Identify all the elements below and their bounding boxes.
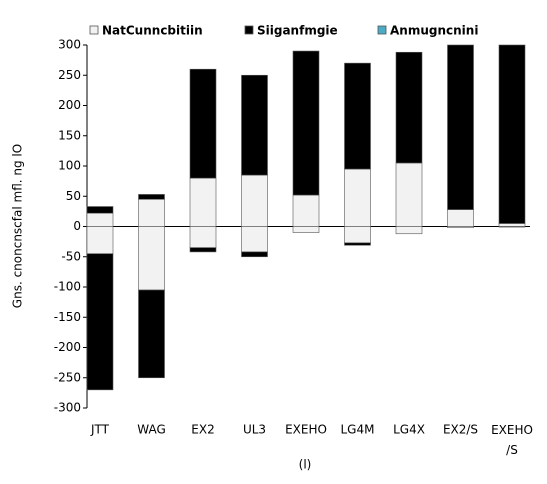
bar-segment [292, 194, 320, 227]
x-tick-label: EXEHO/S [491, 423, 533, 457]
bar-segment [138, 226, 165, 291]
bar-segment [86, 206, 114, 214]
bar-segment [241, 251, 268, 258]
bar-segment [292, 50, 320, 196]
y-tick-label: -50 [61, 249, 81, 263]
bar-segment [86, 226, 114, 255]
bar-segment [189, 226, 217, 248]
legend-label: NatCunncbitiin [102, 24, 203, 38]
bar-segment [138, 198, 165, 227]
bar-segment [344, 62, 371, 170]
x-tick-label: JTT [90, 423, 110, 437]
legend-label: Siiganfmgie [257, 24, 338, 38]
x-tick-label-part: /S [506, 443, 518, 457]
bar-segment [395, 51, 423, 164]
bar-segment [344, 168, 371, 227]
bar-segment [344, 242, 371, 246]
bar-segment [138, 194, 165, 200]
bar-segment [292, 226, 320, 233]
y-tick-label: 200 [58, 98, 81, 112]
bar-segment [86, 212, 114, 227]
bar-segment [241, 226, 268, 253]
y-tick-label: 150 [58, 128, 81, 142]
bar-segment [498, 226, 526, 228]
x-tick-label: WAG [137, 423, 166, 437]
y-tick-label: -100 [54, 280, 81, 294]
x-tick-label: UL3 [243, 423, 266, 437]
y-axis-label: Gns. cnoncnscfal mfl. ng lO [11, 144, 25, 308]
bar-segment [447, 44, 474, 210]
legend-swatch [244, 25, 254, 35]
bar-segment [447, 226, 474, 229]
bar-segment [189, 177, 217, 227]
x-tick-label: LG4X [393, 423, 425, 437]
legend-swatch [89, 25, 99, 35]
y-tick-label: 50 [66, 189, 81, 203]
x-tick-label: EX2/S [443, 423, 478, 437]
y-tick-label: 300 [58, 38, 81, 52]
bar-segment [86, 253, 114, 391]
bar-segment [498, 223, 526, 227]
x-tick-label: EXEHO [285, 423, 327, 437]
y-tick-label: -200 [54, 340, 81, 354]
y-tick-label: -250 [54, 370, 81, 384]
bar-segment [344, 226, 371, 244]
bar-segment [395, 226, 423, 235]
bar-segment [241, 174, 268, 227]
legend-swatch [377, 25, 387, 35]
bar-segment [189, 247, 217, 253]
y-tick-label: 250 [58, 68, 81, 82]
x-tick-label-part: EXEHO [491, 423, 533, 437]
x-tick-label: EX2 [191, 423, 214, 437]
bar-segment [241, 74, 268, 176]
y-tick-label: 100 [58, 159, 81, 173]
y-tick-label: -300 [54, 401, 81, 415]
bar-segment [138, 289, 165, 379]
legend-label: Anmugncnini [390, 24, 478, 38]
y-tick-label: -150 [54, 310, 81, 324]
bar-segment [395, 162, 423, 227]
bar-segment [498, 44, 526, 224]
y-tick-label: 0 [73, 219, 81, 233]
x-axis-label: (l) [299, 458, 312, 472]
bar-segment [447, 209, 474, 227]
bar-segment [189, 68, 217, 179]
x-tick-label: LG4M [341, 423, 375, 437]
